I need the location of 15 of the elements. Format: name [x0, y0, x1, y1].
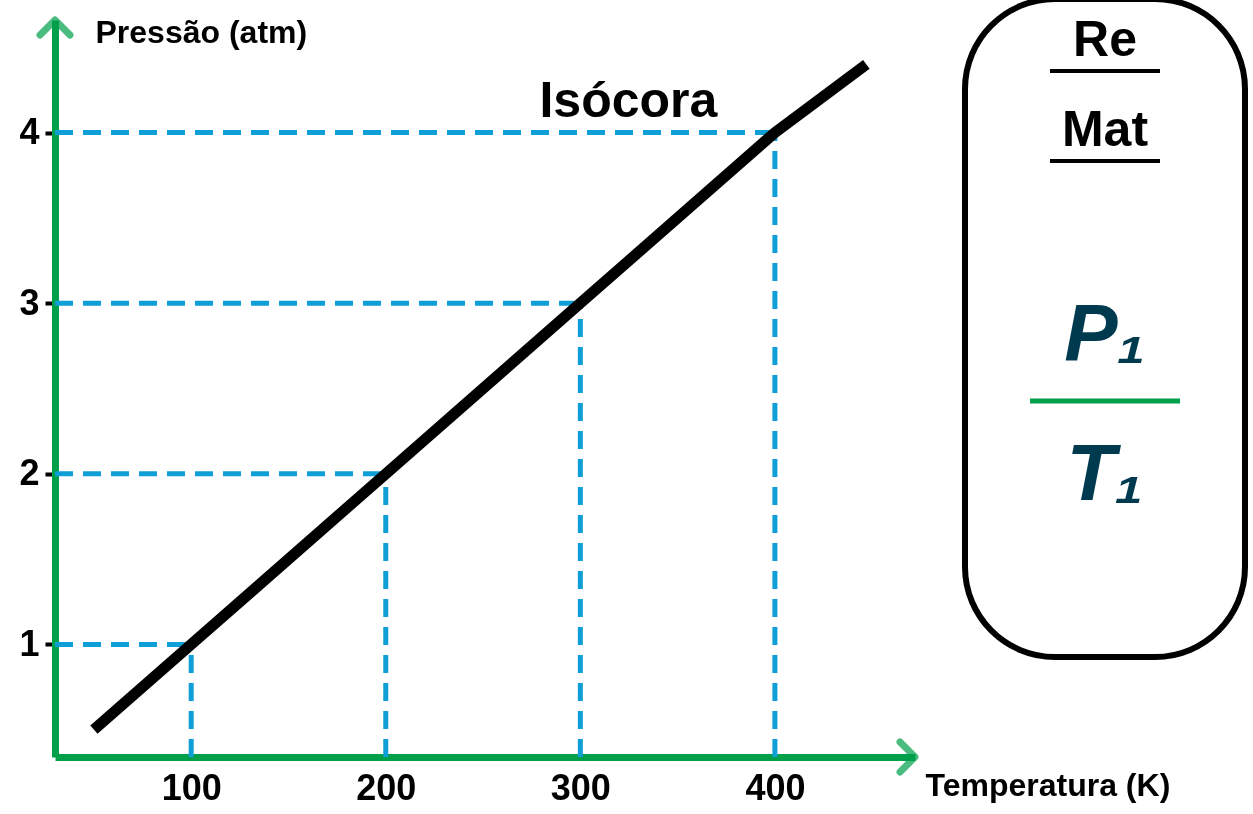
y-tick-label: 2 — [19, 452, 40, 494]
text: Re — [1073, 11, 1137, 67]
x-tick-label: 300 — [550, 766, 611, 808]
text: P₁ — [1064, 288, 1146, 377]
series-label: Isócora — [539, 72, 719, 129]
text: T₁ — [1066, 428, 1144, 517]
y-tick-label: 1 — [19, 622, 40, 664]
x-tick-label: 200 — [356, 766, 417, 808]
y-axis-title: Pressão (atm) — [95, 13, 308, 50]
x-tick-label: 100 — [161, 766, 222, 808]
text: Mat — [1061, 101, 1149, 157]
x-axis-title: Temperatura (K) — [925, 766, 1171, 803]
x-tick-label: 400 — [745, 766, 806, 808]
y-tick-label: 4 — [19, 111, 40, 153]
y-tick-label: 3 — [19, 281, 40, 323]
